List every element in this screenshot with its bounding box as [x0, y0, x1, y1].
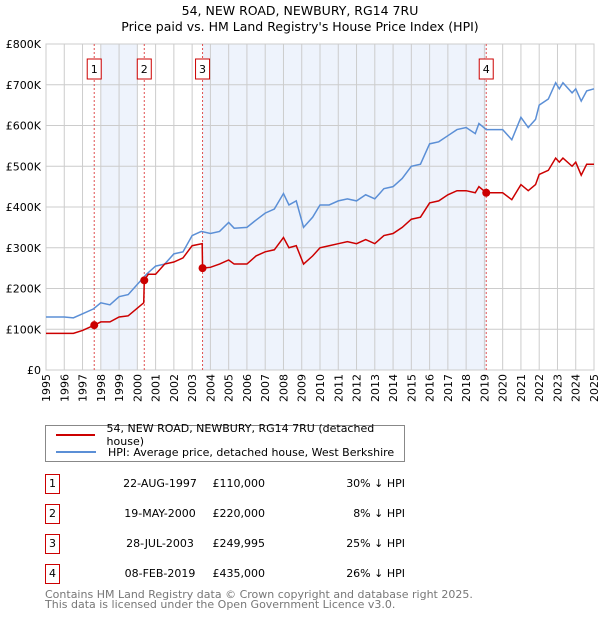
y-tick-label: £600K: [6, 120, 42, 133]
sale-marker-box: [478, 58, 494, 80]
sale-number: 1: [45, 474, 60, 494]
sale-row: 1 22-AUG-1997 £110,000 30% ↓ HPI: [45, 474, 405, 494]
footer-line-1: Contains HM Land Registry data © Crown c…: [45, 588, 473, 601]
legend: 54, NEW ROAD, NEWBURY, RG14 7RU (detache…: [45, 422, 405, 462]
hpi-line: [46, 81, 595, 319]
x-tick-label: 2003: [186, 374, 199, 402]
sale-number: 3: [45, 534, 60, 554]
sale-price: £220,000: [212, 507, 266, 520]
x-tick-label: 2018: [460, 374, 473, 402]
price-paid-line: [46, 156, 594, 335]
sale-hpi-diff: 30% ↓ HPI: [346, 477, 405, 490]
x-tick-label: 2017: [442, 374, 455, 402]
sale-hpi-diff: 26% ↓ HPI: [346, 567, 405, 580]
sale-number: 2: [45, 504, 60, 524]
sale-marker-number: 4: [483, 63, 490, 76]
x-tick-label: 2015: [405, 374, 418, 402]
sale-marker-box: [86, 58, 102, 80]
sale-point: [482, 188, 491, 197]
sale-row: 3 28-JUL-2003 £249,995 25% ↓ HPI: [45, 534, 405, 554]
x-tick-label: 1995: [40, 374, 53, 402]
x-tick-label: 2002: [168, 374, 181, 402]
x-tick-label: 1997: [77, 374, 90, 402]
y-tick-label: £300K: [6, 242, 42, 255]
x-tick-label: 2009: [296, 374, 309, 402]
x-tick-label: 2013: [369, 374, 382, 402]
sale-date: 08-FEB-2019: [124, 567, 196, 580]
x-tick-label: 1998: [95, 374, 108, 402]
x-tick-label: 2020: [497, 374, 510, 402]
x-tick-label: 2004: [204, 374, 217, 402]
sale-date: 28-JUL-2003: [126, 537, 194, 550]
sale-marker-box: [195, 58, 211, 80]
y-tick-label: £700K: [6, 79, 42, 92]
x-tick-label: 2024: [570, 374, 583, 402]
x-tick-label: 2025: [588, 374, 600, 402]
sale-marker-number: 2: [141, 63, 148, 76]
footer-line-2: This data is licensed under the Open Gov…: [45, 598, 396, 611]
x-tick-label: 2021: [515, 374, 528, 402]
sale-point: [90, 321, 99, 330]
x-tick-label: 2005: [223, 374, 236, 402]
x-tick-label: 2010: [314, 374, 327, 402]
y-tick-label: £400K: [6, 201, 42, 214]
sale-point: [198, 264, 207, 273]
sale-hpi-diff: 8% ↓ HPI: [353, 507, 405, 520]
legend-swatch-price: [56, 434, 95, 436]
sale-marker-box: [136, 58, 152, 80]
x-tick-label: 2001: [150, 374, 163, 402]
sale-marker-number: 1: [91, 63, 98, 76]
x-tick-label: 2008: [277, 374, 290, 402]
y-tick-label: £800K: [6, 38, 42, 51]
sale-row: 4 08-FEB-2019 £435,000 26% ↓ HPI: [45, 564, 405, 584]
x-tick-label: 2011: [332, 374, 345, 402]
sale-row: 2 19-MAY-2000 £220,000 8% ↓ HPI: [45, 504, 405, 524]
sale-point: [140, 276, 149, 285]
y-tick-label: £200K: [6, 283, 42, 296]
sale-hpi-diff: 25% ↓ HPI: [346, 537, 405, 550]
chart-subtitle: Price paid vs. HM Land Registry's House …: [121, 19, 479, 34]
sale-price: £110,000: [212, 477, 266, 490]
x-tick-label: 2022: [533, 374, 546, 402]
sale-price: £435,000: [212, 567, 266, 580]
sale-price: £249,995: [212, 537, 266, 550]
x-tick-label: 2016: [424, 374, 437, 402]
x-tick-label: 1999: [113, 374, 126, 402]
legend-swatch-hpi: [56, 451, 96, 453]
plot-border: [45, 43, 595, 371]
price-chart: 1995 1996 1997 1998 1999 2000 2001 2002 2003 2004…: [6, 38, 600, 402]
sale-number: 4: [45, 564, 60, 584]
x-tick-label: 2006: [241, 374, 254, 402]
sale-date: 22-AUG-1997: [123, 477, 197, 490]
x-tick-label: 2014: [387, 374, 400, 402]
legend-label-price: 54, NEW ROAD, NEWBURY, RG14 7RU (detache…: [106, 422, 375, 448]
y-tick-label: £100K: [6, 323, 42, 336]
x-tick-label: 2012: [351, 374, 364, 402]
y-tick-label: £0: [27, 364, 41, 377]
chart-title: 54, NEW ROAD, NEWBURY, RG14 7RU: [181, 3, 419, 18]
sale-date: 19-MAY-2000: [124, 507, 196, 520]
x-tick-label: 2007: [259, 374, 272, 402]
y-tick-label: £500K: [6, 160, 42, 173]
x-tick-label: 2000: [131, 374, 144, 402]
x-tick-label: 2023: [551, 374, 564, 402]
sale-marker-number: 3: [199, 63, 206, 76]
x-tick-label: 2019: [478, 374, 491, 402]
x-tick-label: 1996: [58, 374, 71, 402]
legend-label-hpi: HPI: Average price, detached house, West…: [108, 445, 395, 459]
